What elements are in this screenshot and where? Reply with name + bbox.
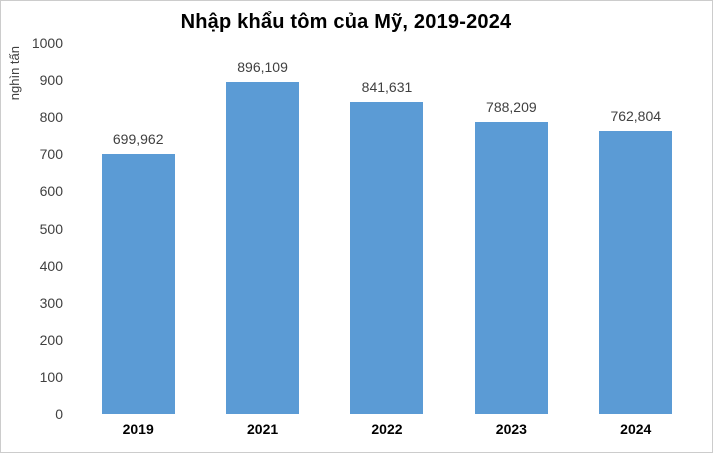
bar-value-label: 896,109: [237, 59, 288, 75]
bar-group-2019: 699,962: [101, 131, 175, 414]
x-tick-label-2024: 2024: [620, 421, 652, 437]
bar-2019: [101, 154, 175, 414]
chart-title: Nhập khẩu tôm của Mỹ, 2019-2024: [180, 11, 512, 33]
bar-2022: [350, 102, 424, 414]
x-axis: 2019 2021 2022 2023 2024: [76, 421, 698, 437]
y-tick-label: 0: [55, 406, 63, 422]
bar-value-label: 788,209: [486, 99, 537, 115]
bar-2024: [599, 131, 673, 414]
y-tick-label: 700: [39, 146, 63, 162]
y-tick-label: 400: [39, 258, 63, 274]
x-tick-label-2021: 2021: [247, 421, 279, 437]
y-axis: 0 100 200 300 400 500 600 700 800 900 1000: [1, 35, 65, 422]
bar-group-2021: 896,109: [226, 59, 300, 414]
bar-group-2024: 762,804: [599, 108, 673, 414]
x-tick-label-2023: 2023: [495, 421, 527, 437]
y-tick-label: 200: [39, 332, 63, 348]
bar-2021: [226, 82, 300, 414]
bar-value-label: 699,962: [112, 131, 164, 147]
y-tick-label: 300: [39, 295, 63, 311]
bar-group-2023: 788,209: [474, 99, 548, 414]
plot-area: 699,962 896,109 841,631 788,209 762,804: [76, 43, 698, 414]
y-tick-label: 100: [39, 369, 63, 385]
y-tick-label: 500: [39, 221, 63, 237]
bar-value-label: 841,631: [361, 79, 413, 95]
y-tick-label: 1000: [31, 35, 63, 51]
bar-group-2022: 841,631: [350, 79, 424, 414]
bar-2023: [474, 122, 548, 414]
y-tick-label: 900: [39, 72, 63, 88]
bar-value-label: 762,804: [610, 108, 662, 124]
x-tick-label-2022: 2022: [371, 421, 403, 437]
x-tick-label-2019: 2019: [122, 421, 154, 437]
y-tick-label: 800: [39, 109, 63, 125]
y-tick-label: 600: [39, 183, 63, 199]
